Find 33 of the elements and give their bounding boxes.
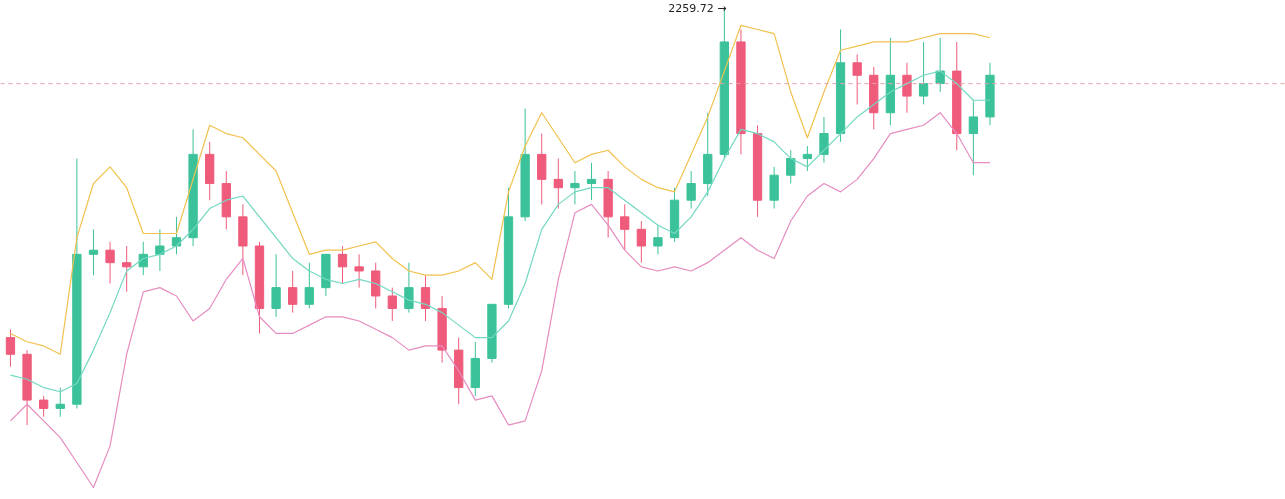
- candlestick: [918, 41, 929, 105]
- candlestick: [786, 149, 796, 185]
- candlestick: [819, 116, 829, 164]
- candlestick: [171, 216, 182, 255]
- candlestick: [553, 158, 563, 210]
- annotation: 2259.72 →: [668, 2, 727, 16]
- candlestick: [288, 270, 298, 314]
- candlestick: [155, 228, 165, 272]
- candlestick: [105, 241, 115, 284]
- candlestick: [686, 170, 696, 210]
- candlestick: [653, 224, 663, 255]
- candlestick: [852, 53, 862, 105]
- candlestick: [88, 228, 99, 276]
- candlestick: [420, 274, 431, 322]
- candlestick: [404, 262, 414, 314]
- candlestick: [387, 287, 397, 322]
- candlestick: [271, 253, 281, 318]
- candlestick: [802, 145, 813, 172]
- candlestick: [337, 245, 348, 284]
- candlestick: [304, 262, 314, 309]
- candlestick: [902, 62, 912, 114]
- candlestick: [5, 328, 16, 368]
- candlestick: [55, 387, 65, 418]
- candlestick: [570, 170, 580, 205]
- candlestick: [968, 99, 979, 176]
- candlestick: [39, 395, 49, 418]
- candlestick: [636, 220, 646, 264]
- candlestick: [354, 253, 364, 289]
- candlestick: [122, 245, 132, 293]
- candlestick: [935, 37, 945, 93]
- candlestick: [620, 203, 630, 251]
- candlestick: [586, 162, 597, 201]
- candlestick: [138, 241, 148, 276]
